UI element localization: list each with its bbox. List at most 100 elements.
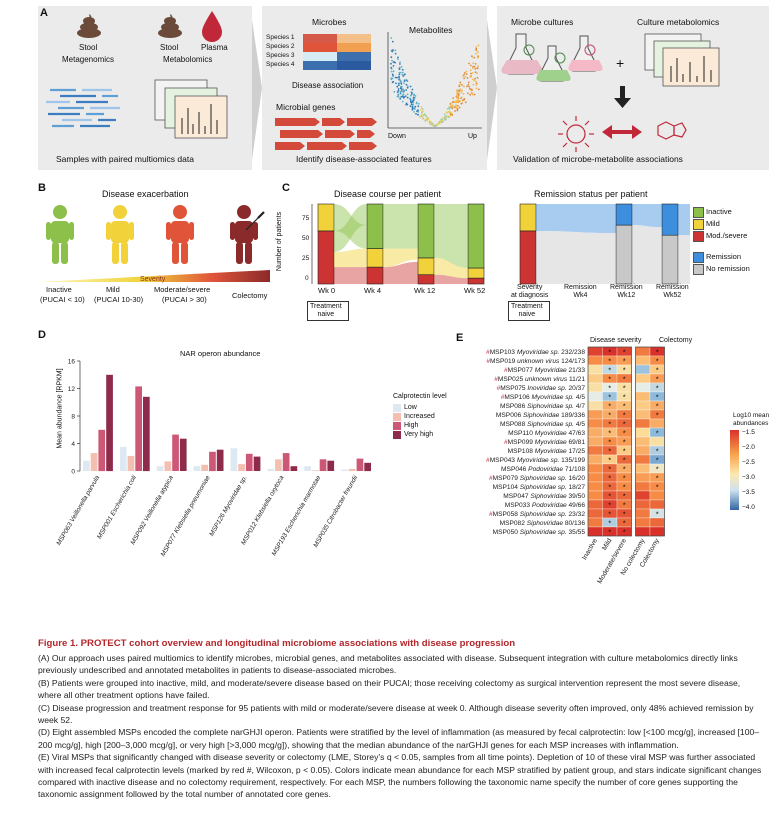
- significance-star: *: [623, 447, 626, 456]
- volcano-point: [392, 70, 395, 73]
- significance-star: *: [608, 366, 611, 375]
- y-tick-label: 8: [71, 414, 75, 421]
- volcano-point: [453, 106, 456, 108]
- volcano-point: [475, 46, 478, 48]
- volcano-point: [412, 107, 414, 109]
- volcano-point: [455, 107, 458, 109]
- bar: [201, 464, 208, 471]
- heatmap-cell: [635, 499, 651, 510]
- figure-caption-title: Figure 1. PROTECT cohort overview and lo…: [38, 638, 516, 649]
- volcano-point: [411, 93, 413, 95]
- volcano-point: [452, 100, 455, 102]
- volcano-point: [459, 88, 462, 91]
- heatmap-cell: [587, 346, 603, 357]
- volcano-point: [410, 91, 413, 94]
- volcano-point: [464, 75, 467, 78]
- volcano-point: [442, 116, 444, 119]
- volcano-point: [412, 97, 415, 100]
- bar: [245, 453, 253, 471]
- significance-star: *: [623, 429, 626, 438]
- volcano-point: [405, 89, 408, 91]
- volcano-point: [401, 94, 404, 97]
- volcano-point: [475, 49, 478, 52]
- significance-star: *: [608, 375, 611, 384]
- volcano-point: [450, 105, 453, 108]
- volcano-point: [397, 89, 400, 92]
- volcano-point: [391, 59, 393, 62]
- volcano-point: [390, 62, 392, 65]
- heatmap-row-label: #MSP079 Siphoviridae sp. 16/20: [489, 475, 585, 482]
- volcano-point: [475, 84, 478, 86]
- volcano-point: [401, 68, 404, 71]
- alluvial-flow: [383, 248, 418, 268]
- alluvial-flow: [434, 257, 468, 279]
- heatmap-cell: [587, 445, 603, 456]
- plasma-drop-icon: [202, 11, 222, 42]
- volcano-point: [456, 92, 458, 94]
- legend-label: Very high: [404, 431, 434, 438]
- legend-label: Mild: [706, 219, 720, 228]
- legend-title: Calprotectin level: [393, 393, 447, 400]
- alluvial-flow: [334, 267, 367, 284]
- stool-icon: [77, 14, 101, 38]
- significance-star: *: [623, 402, 626, 411]
- volcano-point: [404, 103, 407, 106]
- legend-swatch-remission: [693, 252, 704, 263]
- disease-association-label: Disease association: [292, 81, 364, 90]
- heatmap-cell: [587, 481, 603, 492]
- colorbar-tick: −2.0: [742, 444, 755, 451]
- arrow-shape: [487, 20, 497, 160]
- volcano-point: [392, 80, 395, 83]
- alluvial-stratum: [317, 203, 335, 232]
- heatmap-cell: [635, 436, 651, 447]
- caption-paragraph-c: (C) Disease progression and treatment re…: [38, 702, 754, 726]
- volcano-point: [454, 110, 456, 112]
- colorbar-tick: −3.0: [742, 474, 755, 481]
- panel-label-c: C: [282, 182, 290, 194]
- bar: [209, 451, 216, 472]
- volcano-point: [456, 109, 459, 112]
- bar: [275, 459, 282, 471]
- volcano-point: [474, 63, 477, 65]
- volcano-point: [471, 55, 473, 58]
- volcano-point: [458, 85, 461, 88]
- volcano-point: [406, 86, 409, 89]
- x-label-wk0: Wk 0: [318, 286, 336, 295]
- volcano-point: [399, 90, 402, 93]
- volcano-point: [409, 100, 412, 103]
- heatmap-cell: [587, 463, 603, 474]
- volcano-point: [395, 82, 397, 85]
- heatmap-cell: [649, 490, 665, 501]
- volcano-point: [464, 101, 467, 104]
- alluvial-stratum: [615, 203, 633, 226]
- alluvial-stratum: [467, 203, 485, 269]
- volcano-point: [472, 62, 475, 64]
- volcano-point: [458, 106, 461, 109]
- volcano-point: [455, 99, 458, 102]
- bar: [253, 456, 261, 471]
- heatmap-row-label: #MSP099 Myoviridae 69/81: [504, 439, 585, 446]
- heatmap-cell: [587, 418, 603, 429]
- volcano-point: [396, 95, 399, 98]
- volcano-point: [470, 72, 472, 75]
- volcano-point: [472, 83, 475, 86]
- gene-arrows-icon: [275, 118, 377, 150]
- group-sub-moderate-severe: (PUCAI > 30): [162, 295, 207, 304]
- alluvial-flow: [678, 204, 690, 236]
- significance-star: *: [656, 447, 659, 456]
- significance-star: *: [623, 348, 626, 357]
- heatmap-cell: [587, 526, 603, 537]
- volcano-point: [445, 116, 448, 119]
- alluvial-flow: [536, 204, 616, 234]
- alluvial-stratum: [615, 224, 633, 285]
- volcano-point: [474, 71, 477, 74]
- bar: [327, 460, 335, 471]
- significance-star: *: [623, 420, 626, 429]
- bar: [341, 469, 348, 471]
- volcano-point: [421, 108, 424, 110]
- person-icon: [106, 205, 134, 264]
- heatmap-row-label: MSP110 Myoviridae 47/63: [508, 430, 585, 437]
- chart-title: NAR operon abundance: [180, 349, 261, 358]
- alluvial-stratum: [366, 248, 384, 268]
- alluvial-flow: [434, 274, 468, 284]
